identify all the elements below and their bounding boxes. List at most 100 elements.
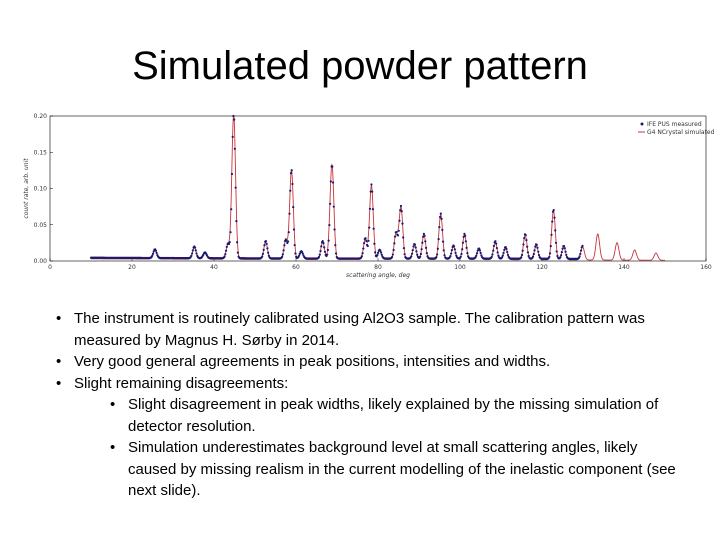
measured-point <box>424 240 427 243</box>
measured-point <box>193 246 197 249</box>
x-tick-label: 20 <box>128 264 136 271</box>
measured-point <box>505 247 508 251</box>
measured-point <box>283 244 286 247</box>
measured-point <box>265 242 268 245</box>
bullet-dot-icon: • <box>110 396 116 413</box>
measured-point <box>453 245 456 248</box>
measured-point <box>301 252 304 255</box>
measured-point <box>564 250 567 253</box>
measured-point <box>262 248 265 251</box>
measured-point <box>264 240 268 243</box>
legend-label-measured: IFE PUS measured <box>647 121 702 128</box>
x-tick-label: 120 <box>536 264 548 271</box>
measured-point <box>321 239 324 243</box>
measured-point <box>319 249 322 253</box>
measured-point <box>261 252 265 255</box>
measured-point <box>333 228 336 231</box>
measured-point <box>526 245 529 248</box>
measured-point <box>453 248 456 251</box>
measured-point <box>402 247 406 250</box>
x-tick-label: 80 <box>374 264 382 271</box>
measured-point <box>466 252 469 255</box>
slide-title: Simulated powder pattern <box>132 44 588 88</box>
measured-point <box>464 240 467 243</box>
measured-point <box>398 219 401 222</box>
sub-bullet-text: Simulation underestimates background lev… <box>128 439 676 499</box>
measured-point <box>439 212 442 215</box>
measured-point <box>397 229 400 232</box>
measured-point <box>438 226 441 229</box>
simulated-series-line <box>90 115 665 261</box>
measured-point <box>230 172 234 176</box>
measured-point <box>366 244 369 248</box>
measured-point <box>436 247 439 250</box>
measured-point <box>524 234 527 237</box>
measured-point <box>563 247 566 250</box>
measured-point <box>281 255 284 258</box>
measured-point <box>326 248 329 252</box>
measured-point <box>323 246 326 249</box>
measured-point <box>331 165 334 168</box>
measured-point <box>503 248 506 251</box>
measured-point <box>281 253 284 256</box>
measured-point <box>392 248 395 252</box>
measured-point <box>501 254 504 257</box>
measured-point <box>320 245 323 248</box>
measured-point <box>506 253 510 256</box>
measured-point <box>327 239 330 242</box>
measured-point <box>548 252 552 255</box>
measured-point <box>368 226 371 229</box>
measured-point <box>554 241 558 244</box>
measured-point <box>411 249 414 252</box>
measured-point <box>374 251 377 254</box>
measured-point <box>368 207 372 210</box>
measured-point <box>361 252 364 255</box>
measured-point <box>533 249 536 252</box>
measured-point <box>478 247 481 250</box>
measured-point <box>289 189 292 192</box>
measured-point <box>534 245 537 248</box>
measured-point <box>415 250 418 253</box>
measured-point <box>553 216 556 219</box>
measured-point <box>562 244 566 248</box>
measured-point <box>151 252 155 255</box>
measured-point <box>502 251 505 255</box>
measured-point <box>362 242 366 245</box>
measured-point <box>525 238 528 242</box>
measured-point <box>443 254 446 257</box>
measured-point <box>535 243 538 246</box>
measured-point <box>367 239 370 242</box>
measured-point <box>322 242 325 245</box>
measured-point <box>225 245 228 248</box>
measured-point <box>504 246 507 249</box>
bullet-item: • Very good general agreements in peak po… <box>56 351 686 373</box>
measured-point <box>373 242 376 245</box>
measured-point <box>461 248 464 251</box>
measured-point <box>224 253 227 256</box>
measured-point <box>496 251 499 254</box>
y-tick-label: 0.15 <box>34 149 48 156</box>
measured-point <box>376 253 379 257</box>
measured-point <box>293 244 296 247</box>
measured-point <box>475 254 478 257</box>
measured-point <box>334 252 338 255</box>
bullet-text: The instrument is routinely calibrated u… <box>74 310 645 349</box>
bullet-list: • The instrument is routinely calibrated … <box>56 308 686 502</box>
measured-point <box>395 231 398 234</box>
measured-point <box>436 253 439 256</box>
measured-point <box>492 244 496 248</box>
measured-point <box>232 114 235 118</box>
measured-point <box>370 183 373 186</box>
measured-point <box>479 251 482 255</box>
measured-point <box>323 250 327 253</box>
y-tick-label: 0.00 <box>34 258 48 265</box>
measured-point <box>229 231 232 234</box>
measured-point <box>227 242 231 246</box>
measured-point <box>536 246 539 249</box>
measured-point <box>454 251 457 254</box>
measured-point <box>449 255 452 258</box>
measured-point <box>154 249 158 252</box>
sub-bullet-text: Slight disagreement in peak widths, like… <box>128 396 659 435</box>
measured-point <box>581 244 584 247</box>
measured-point <box>520 256 523 259</box>
